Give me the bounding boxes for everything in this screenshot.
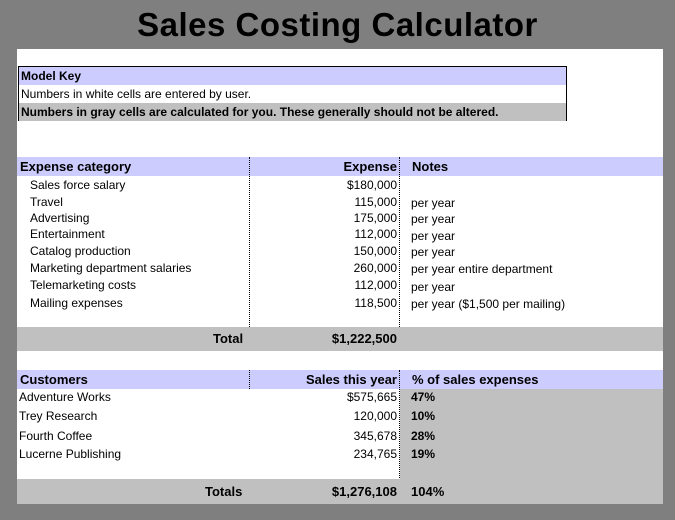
customer-percent-cell: 10% xyxy=(411,409,436,423)
expense-note-cell: per year entire department xyxy=(411,262,553,276)
expense-value-cell[interactable]: 175,000 xyxy=(353,211,397,225)
expense-category-cell: Sales force salary xyxy=(30,178,126,192)
customers-totals-label: Totals xyxy=(205,484,243,499)
customers-totals-row: Totals $1,276,108 104% xyxy=(17,479,663,504)
expense-note-cell: per year xyxy=(411,229,456,243)
expense-category-cell: Travel xyxy=(30,195,63,209)
expense-note-cell: per year ($1,500 per mailing) xyxy=(411,297,566,311)
expense-total-label: Total xyxy=(213,331,244,346)
worksheet: Model Key Numbers in white cells are ent… xyxy=(17,49,663,504)
header-notes: Notes xyxy=(412,159,449,174)
customer-percent-cell: 28% xyxy=(411,429,436,443)
model-key-gray-note: Numbers in gray cells are calculated for… xyxy=(19,103,566,121)
expense-value-cell[interactable]: 118,500 xyxy=(354,296,398,310)
customers-totals-sales: $1,276,108 xyxy=(331,484,397,499)
customer-sales-cell[interactable]: $575,665 xyxy=(346,390,397,404)
model-key-box: Model Key Numbers in white cells are ent… xyxy=(18,66,567,121)
header-sales-this-year: Sales this year xyxy=(305,372,397,387)
expense-category-cell: Catalog production xyxy=(30,244,131,258)
expense-value-cell[interactable]: $180,000 xyxy=(346,178,397,192)
page-title: Sales Costing Calculator xyxy=(137,6,538,43)
expense-category-cell: Entertainment xyxy=(30,227,105,241)
expense-category-cell: Telemarketing costs xyxy=(30,278,137,292)
expense-value-cell[interactable]: 115,000 xyxy=(354,195,398,209)
expense-note-cell: per year xyxy=(411,196,456,210)
customer-sales-cell[interactable]: 120,000 xyxy=(353,409,397,423)
customer-percent-cell: 47% xyxy=(411,390,436,404)
customer-sales-cell[interactable]: 345,678 xyxy=(353,429,397,443)
percent-column-background xyxy=(400,389,663,479)
customer-name-cell: Fourth Coffee xyxy=(19,429,93,443)
header-percent-sales-expenses: % of sales expenses xyxy=(412,372,539,387)
expense-note-cell: per year xyxy=(411,245,456,259)
expense-value-cell[interactable]: 260,000 xyxy=(353,261,397,275)
expense-category-cell: Marketing department salaries xyxy=(30,261,192,275)
customers-totals-percent: 104% xyxy=(411,484,445,499)
expense-total-value: $1,222,500 xyxy=(331,331,397,346)
model-key-white-note: Numbers in white cells are entered by us… xyxy=(19,85,566,103)
column-divider xyxy=(399,157,400,327)
column-divider xyxy=(249,370,250,389)
expense-value-cell[interactable]: 112,000 xyxy=(354,227,398,241)
customer-name-cell: Adventure Works xyxy=(19,390,111,404)
customer-percent-cell: 19% xyxy=(411,447,436,461)
expense-note-cell: per year xyxy=(411,212,456,226)
header-customers: Customers xyxy=(20,372,88,387)
expense-category-cell: Advertising xyxy=(30,211,90,225)
column-divider xyxy=(399,370,400,480)
customers-header-row: Customers Sales this year % of sales exp… xyxy=(17,370,663,389)
expense-value-cell[interactable]: 112,000 xyxy=(354,278,398,292)
expense-total-row: Total $1,222,500 xyxy=(17,327,663,351)
expense-value-cell[interactable]: 150,000 xyxy=(353,244,397,258)
header-expense-category: Expense category xyxy=(20,159,132,174)
customer-sales-cell[interactable]: 234,765 xyxy=(353,447,397,461)
expense-category-cell: Mailing expenses xyxy=(30,296,123,310)
customer-name-cell: Lucerne Publishing xyxy=(19,447,122,461)
header-expense: Expense xyxy=(343,159,397,174)
expense-note-cell: per year xyxy=(411,280,456,294)
column-divider xyxy=(249,157,250,327)
customer-name-cell: Trey Research xyxy=(19,409,98,423)
expense-header-row: Expense category Expense Notes xyxy=(17,157,663,176)
model-key-title: Model Key xyxy=(19,67,566,85)
